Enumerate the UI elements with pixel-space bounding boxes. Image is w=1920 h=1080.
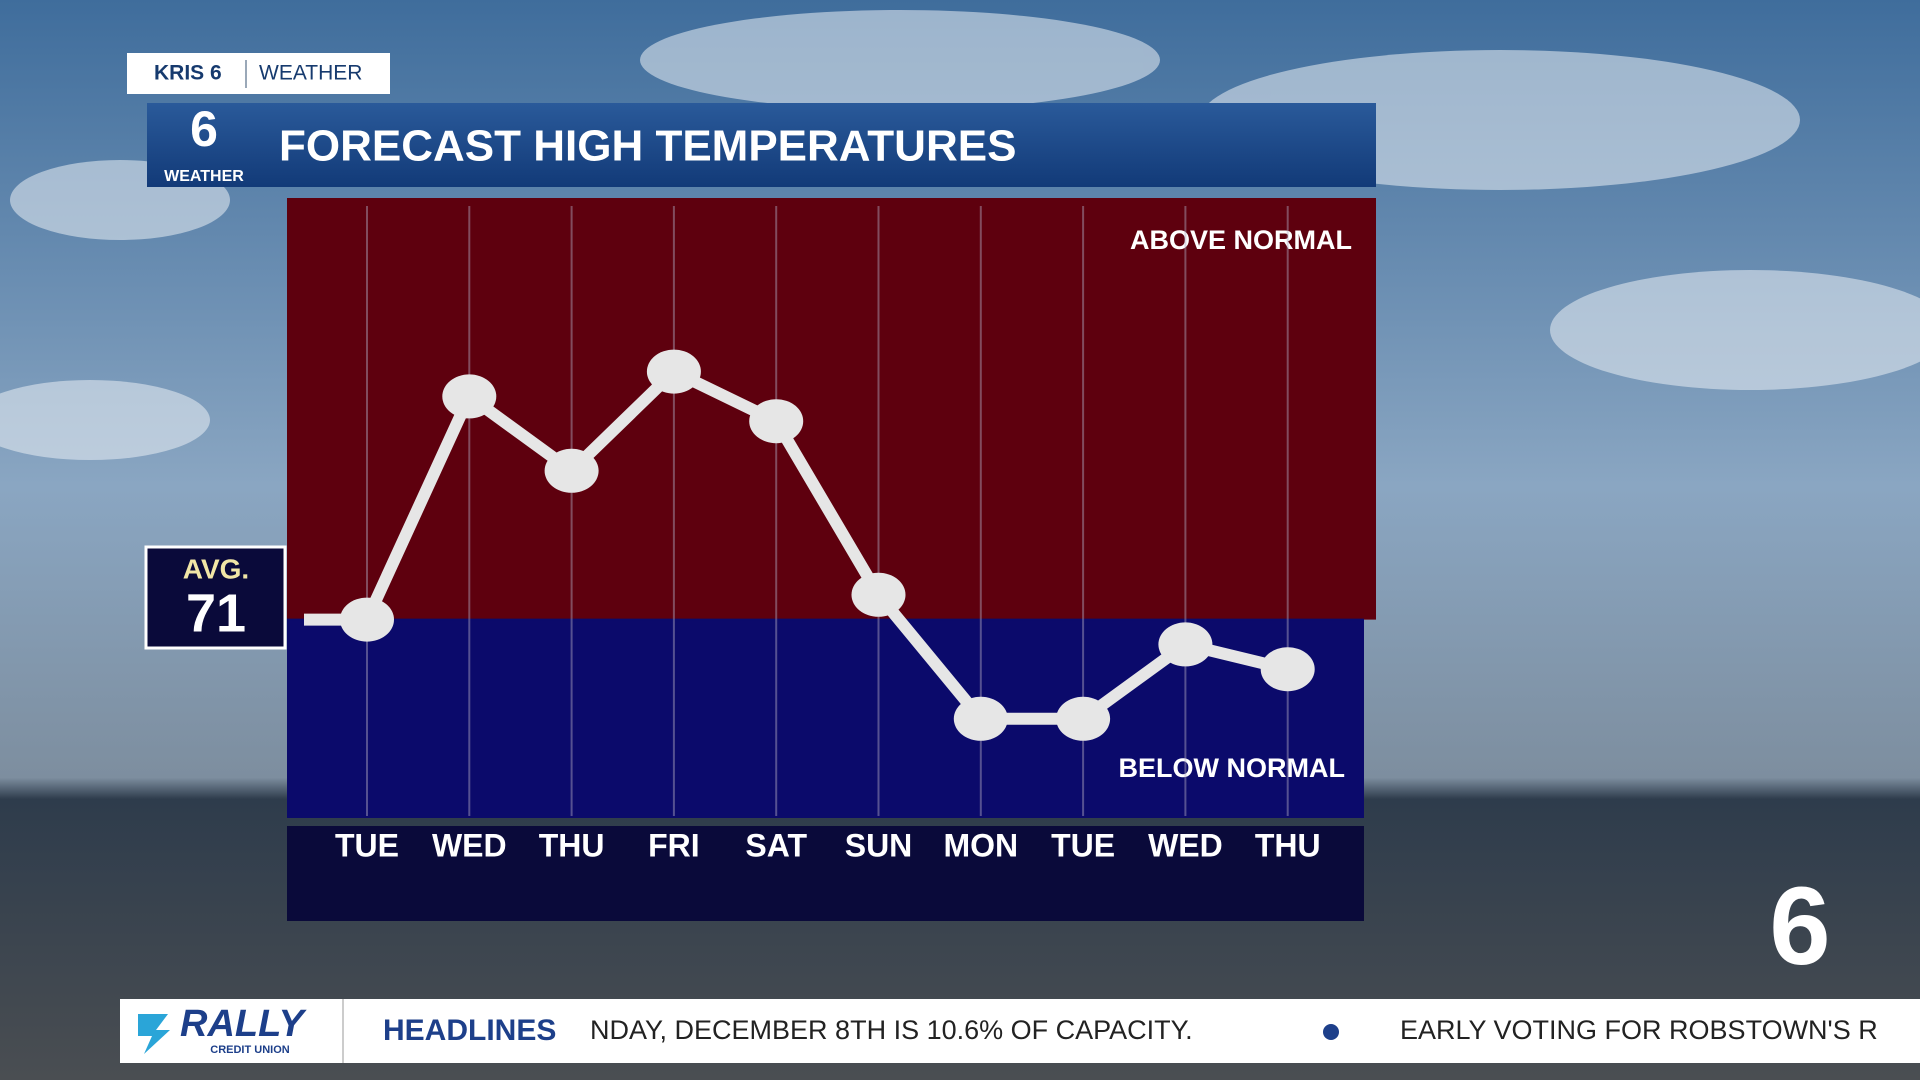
data-point (544, 448, 599, 493)
x-tick-label: THU (1255, 827, 1321, 863)
average-label: AVG. (183, 553, 249, 584)
logo-label: WEATHER (164, 168, 244, 185)
x-tick-label: SAT (745, 827, 807, 863)
average-box (144, 545, 287, 650)
chart-title: FORECAST HIGH TEMPERATURES (279, 122, 1016, 171)
data-point (1260, 647, 1315, 692)
temperature-line (361, 365, 1290, 725)
ticker-label: HEADLINES (383, 1014, 556, 1047)
data-point (1158, 622, 1213, 667)
x-tick-label: MON (943, 827, 1018, 863)
data-point (953, 696, 1008, 741)
x-tick-label: SUN (845, 827, 913, 863)
data-point (646, 349, 701, 394)
ticker-dot (1323, 1024, 1339, 1040)
x-tick-label: TUE (335, 827, 399, 863)
data-point (442, 374, 497, 419)
average-value: 71 (186, 583, 246, 643)
station-tag (127, 53, 390, 94)
data-point (851, 572, 906, 617)
data-point (340, 597, 394, 642)
station-section: WEATHER (259, 62, 362, 85)
above-label: ABOVE NORMAL (1130, 225, 1352, 255)
data-point (1056, 696, 1111, 741)
ticker-item: EARLY VOTING FOR ROBSTOWN'S R (1400, 1015, 1878, 1045)
ticker-item: NDAY, DECEMBER 8TH IS 10.6% OF CAPACITY. (590, 1015, 1193, 1045)
below-label: BELOW NORMAL (1119, 753, 1345, 783)
ticker-bar (120, 999, 1920, 1063)
day-bar (287, 826, 1364, 921)
x-tick-label: TUE (1051, 827, 1115, 863)
x-tick-label: FRI (648, 827, 700, 863)
sponsor-icon (138, 1014, 170, 1054)
chart: ABOVE NORMAL BELOW NORMAL TUE WED THU FRI SAT S… (144, 198, 1376, 921)
sponsor: RALLY (180, 1003, 307, 1045)
x-tick-label: WED (1148, 827, 1223, 863)
title-bar (147, 103, 1376, 187)
logo-number: 6 (190, 101, 218, 157)
x-tick-label: WED (432, 827, 507, 863)
station-name: KRIS 6 (154, 62, 222, 85)
corner-logo: 6 (1769, 865, 1830, 988)
x-tick-label: THU (539, 827, 605, 863)
sponsor-sub: CREDIT UNION (210, 1044, 290, 1056)
data-point (749, 399, 804, 444)
